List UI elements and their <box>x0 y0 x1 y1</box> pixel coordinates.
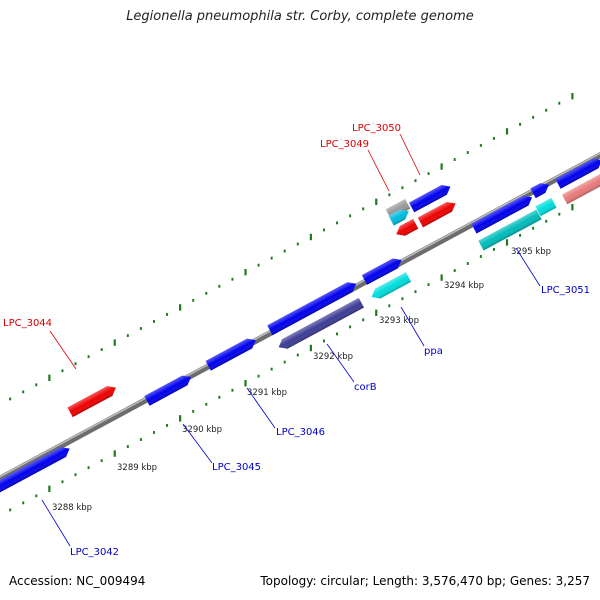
gene-labels: LPC_3042 LPC_3044 LPC_3045 LPC_3046 corB… <box>3 123 590 558</box>
gene-feature-shading <box>371 272 412 299</box>
gene-feature-shading <box>478 209 542 251</box>
gene-feature-shading <box>396 218 419 236</box>
gene-feature-shading <box>278 297 364 349</box>
gene-feature-shading <box>409 185 451 213</box>
gene-feature-3050-b[interactable] <box>417 199 458 228</box>
gene-feature-shading <box>144 375 192 406</box>
gene-feature-right-a[interactable] <box>555 155 600 189</box>
gene-feature-shading <box>67 386 116 418</box>
gene-features <box>0 155 600 497</box>
gene-feature-shading <box>555 158 600 189</box>
gene-feature-shading <box>361 258 402 285</box>
gene-feature-shading <box>417 201 456 228</box>
tick-labels: 3288 kbp 3289 kbp 3290 kbp 3291 kbp 3292… <box>52 247 551 513</box>
outer-tick-marks <box>9 92 574 401</box>
tick-label-3291: 3291 kbp <box>247 388 287 398</box>
gene-feature-right-b[interactable] <box>562 173 600 205</box>
inner-tick-marks <box>9 203 574 512</box>
gene-feature-ppa-b[interactable] <box>369 272 412 302</box>
gene-label-lpc-3050[interactable]: LPC_3050 <box>352 123 401 134</box>
tick-label-3292: 3292 kbp <box>313 352 353 362</box>
gene-feature-3045[interactable] <box>144 372 193 406</box>
gene-label-lpc-3051[interactable]: LPC_3051 <box>541 285 590 296</box>
gene-feature-corB-b[interactable] <box>276 297 364 352</box>
gene-feature-ppa-a[interactable] <box>361 255 404 285</box>
gene-feature-3051-a[interactable] <box>471 193 534 234</box>
gene-label-lpc-3046[interactable]: LPC_3046 <box>276 427 325 438</box>
gene-label-ppa[interactable]: ppa <box>424 346 443 357</box>
gene-feature-3044[interactable] <box>67 383 119 418</box>
map-title: Legionella pneumophila str. Corby, compl… <box>126 9 474 24</box>
gene-feature-shading <box>0 447 70 497</box>
gene-feature-shading <box>267 282 357 336</box>
tick-label-3295: 3295 kbp <box>511 247 551 257</box>
gene-label-lpc-3045[interactable]: LPC_3045 <box>212 462 261 473</box>
gene-feature-3046[interactable] <box>205 335 259 371</box>
gene-label-lpc-3049[interactable]: LPC_3049 <box>320 139 369 150</box>
genome-summary-label: Topology: circular; Length: 3,576,470 bp… <box>260 574 590 588</box>
label-leader-lines <box>41 133 541 547</box>
gene-feature-shading <box>535 197 557 217</box>
gene-label-corb[interactable]: corB <box>354 382 377 393</box>
gene-feature-corB-a[interactable] <box>267 279 359 336</box>
gene-feature-3050-a[interactable] <box>409 182 453 213</box>
gene-feature-3042[interactable] <box>0 444 72 497</box>
tick-label-3293: 3293 kbp <box>379 316 419 326</box>
gene-feature-3051-b[interactable] <box>478 209 542 251</box>
gene-feature-shading <box>471 195 533 234</box>
gene-feature-3049-a[interactable] <box>385 198 411 220</box>
gene-feature-shading <box>205 338 256 371</box>
gene-feature-3049-b[interactable] <box>388 206 412 226</box>
gene-feature-shading <box>530 183 549 199</box>
gene-feature-shading <box>385 198 411 220</box>
gene-feature-3051-c[interactable] <box>530 180 551 199</box>
tick-label-3290: 3290 kbp <box>182 425 222 435</box>
gene-feature-shading <box>388 209 409 226</box>
gene-feature-3049-c[interactable] <box>394 218 419 239</box>
tick-label-3294: 3294 kbp <box>444 281 484 291</box>
gene-feature-shading <box>562 173 600 205</box>
accession-label: Accession: NC_009494 <box>9 574 146 588</box>
gene-label-lpc-3042[interactable]: LPC_3042 <box>70 547 119 558</box>
tick-label-3289: 3289 kbp <box>117 463 157 473</box>
gene-label-lpc-3044[interactable]: LPC_3044 <box>3 318 52 329</box>
tick-label-3288: 3288 kbp <box>52 503 92 513</box>
gene-feature-3051-d[interactable] <box>535 197 557 217</box>
